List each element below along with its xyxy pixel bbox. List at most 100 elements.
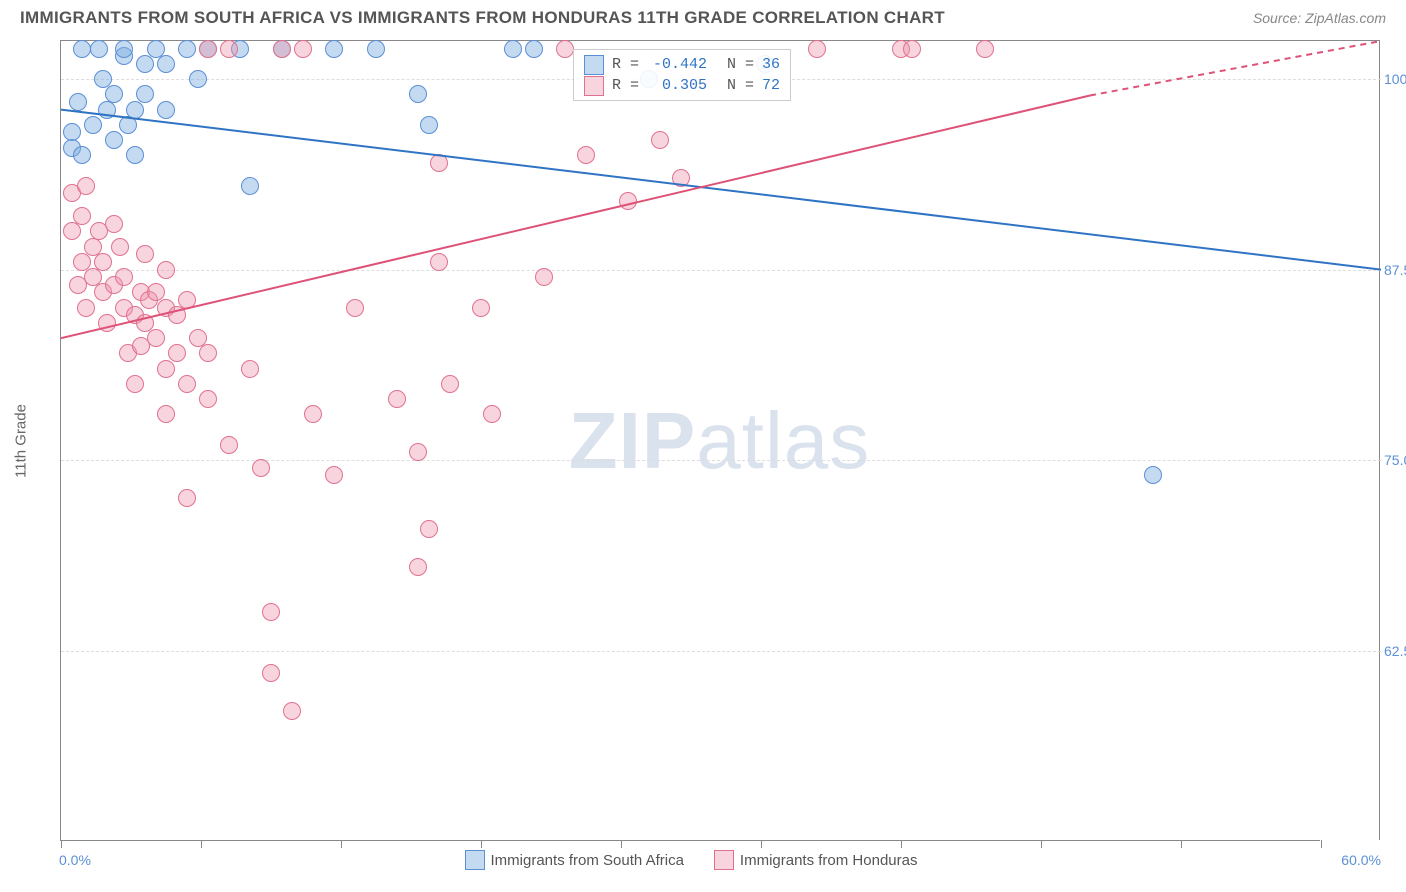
plot-area: 11th Grade 0.0%60.0% R =-0.442N =36R =0.… xyxy=(60,41,1320,841)
data-point xyxy=(346,299,364,317)
data-point xyxy=(178,291,196,309)
data-point xyxy=(325,466,343,484)
data-point xyxy=(388,390,406,408)
x-tick xyxy=(61,840,62,848)
data-point xyxy=(105,131,123,149)
data-point xyxy=(178,375,196,393)
legend-row: R =0.305N =72 xyxy=(584,75,780,96)
data-point xyxy=(535,268,553,286)
legend-item: Immigrants from South Africa xyxy=(465,850,684,870)
data-point xyxy=(252,459,270,477)
data-point xyxy=(619,192,637,210)
data-point xyxy=(90,40,108,58)
x-tick xyxy=(1181,840,1182,848)
gridline xyxy=(61,651,1381,652)
y-tick-label: 62.5% xyxy=(1384,643,1406,659)
data-point xyxy=(283,702,301,720)
data-point xyxy=(69,93,87,111)
series-legend: Immigrants from South Africa Immigrants f… xyxy=(61,850,1321,870)
data-point xyxy=(157,405,175,423)
chart-container: ZIPatlas 11th Grade 0.0%60.0% R =-0.442N… xyxy=(60,40,1380,840)
x-tick xyxy=(481,840,482,848)
legend-swatch xyxy=(465,850,485,870)
data-point xyxy=(94,253,112,271)
data-point xyxy=(111,238,129,256)
y-tick-label: 100.0% xyxy=(1384,71,1406,87)
data-point xyxy=(157,261,175,279)
x-tick xyxy=(341,840,342,848)
data-point xyxy=(63,222,81,240)
data-point xyxy=(294,40,312,58)
data-point xyxy=(84,116,102,134)
data-point xyxy=(136,245,154,263)
data-point xyxy=(430,154,448,172)
data-point xyxy=(556,40,574,58)
data-point xyxy=(325,40,343,58)
data-point xyxy=(903,40,921,58)
chart-title: IMMIGRANTS FROM SOUTH AFRICA VS IMMIGRAN… xyxy=(20,8,945,28)
x-tick-label: 60.0% xyxy=(1341,852,1381,868)
data-point xyxy=(73,207,91,225)
data-point xyxy=(409,558,427,576)
data-point xyxy=(483,405,501,423)
data-point xyxy=(220,40,238,58)
data-point xyxy=(115,268,133,286)
correlation-legend: R =-0.442N =36R =0.305N =72 xyxy=(573,49,791,101)
x-tick xyxy=(1321,840,1322,848)
source-label: Source: ZipAtlas.com xyxy=(1253,10,1386,26)
data-point xyxy=(672,169,690,187)
data-point xyxy=(189,70,207,88)
data-point xyxy=(168,306,186,324)
data-point xyxy=(262,603,280,621)
data-point xyxy=(199,390,217,408)
data-point xyxy=(441,375,459,393)
data-point xyxy=(241,177,259,195)
data-point xyxy=(367,40,385,58)
legend-item: Immigrants from Honduras xyxy=(714,850,918,870)
data-point xyxy=(157,55,175,73)
legend-label: Immigrants from Honduras xyxy=(740,852,918,869)
data-point xyxy=(126,375,144,393)
data-point xyxy=(409,443,427,461)
y-tick-label: 75.0% xyxy=(1384,452,1406,468)
data-point xyxy=(304,405,322,423)
data-point xyxy=(273,40,291,58)
y-tick-label: 87.5% xyxy=(1384,262,1406,278)
data-point xyxy=(77,177,95,195)
legend-swatch xyxy=(714,850,734,870)
gridline xyxy=(61,270,1381,271)
data-point xyxy=(241,360,259,378)
x-tick xyxy=(621,840,622,848)
x-tick xyxy=(761,840,762,848)
data-point xyxy=(220,436,238,454)
data-point xyxy=(409,85,427,103)
data-point xyxy=(126,101,144,119)
data-point xyxy=(430,253,448,271)
data-point xyxy=(77,299,95,317)
data-point xyxy=(976,40,994,58)
data-point xyxy=(504,40,522,58)
data-point xyxy=(472,299,490,317)
data-point xyxy=(126,146,144,164)
data-point xyxy=(115,40,133,58)
data-point xyxy=(199,344,217,362)
data-point xyxy=(420,520,438,538)
legend-row: R =-0.442N =36 xyxy=(584,54,780,75)
x-tick xyxy=(1041,840,1042,848)
data-point xyxy=(136,85,154,103)
y-axis-title: 11th Grade xyxy=(13,404,30,478)
data-point xyxy=(157,360,175,378)
x-tick xyxy=(201,840,202,848)
data-point xyxy=(525,40,543,58)
data-point xyxy=(98,314,116,332)
data-point xyxy=(199,40,217,58)
data-point xyxy=(147,329,165,347)
data-point xyxy=(262,664,280,682)
data-point xyxy=(1144,466,1162,484)
data-point xyxy=(136,55,154,73)
data-point xyxy=(105,215,123,233)
legend-swatch xyxy=(584,76,604,96)
data-point xyxy=(105,85,123,103)
data-point xyxy=(178,489,196,507)
legend-swatch xyxy=(584,55,604,75)
